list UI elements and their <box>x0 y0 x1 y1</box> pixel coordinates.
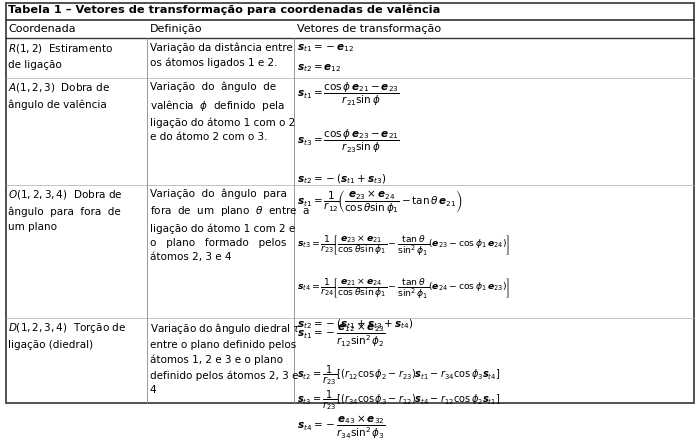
Text: $\boldsymbol{s}_{t4} = \dfrac{1}{r_{24}}\!\left[\dfrac{\boldsymbol{e}_{21}\times: $\boldsymbol{s}_{t4} = \dfrac{1}{r_{24}}… <box>297 276 510 301</box>
Text: $\boldsymbol{s}_{t2} = \dfrac{1}{r_{23}}[(r_{12}\cos\phi_2 - r_{23})\boldsymbol{: $\boldsymbol{s}_{t2} = \dfrac{1}{r_{23}}… <box>297 363 500 387</box>
Text: $\boldsymbol{s}_{t2} = -(\boldsymbol{s}_{t1} + \boldsymbol{s}_{t3})$: $\boldsymbol{s}_{t2} = -(\boldsymbol{s}_… <box>297 172 386 186</box>
FancyBboxPatch shape <box>6 3 694 403</box>
Text: $A(1,2,3)$  Dobra de
ângulo de valência: $A(1,2,3)$ Dobra de ângulo de valência <box>8 81 111 110</box>
Text: Definição: Definição <box>150 24 202 34</box>
Text: $R(1,2)$  Estiramento
de ligação: $R(1,2)$ Estiramento de ligação <box>8 42 113 70</box>
Text: $\boldsymbol{s}_{t3} = \dfrac{1}{r_{23}}\!\left[\dfrac{\boldsymbol{e}_{23}\times: $\boldsymbol{s}_{t3} = \dfrac{1}{r_{23}}… <box>297 233 510 258</box>
Text: Coordenada: Coordenada <box>8 24 76 34</box>
Text: $\boldsymbol{s}_{t2} = \boldsymbol{e}_{12}$: $\boldsymbol{s}_{t2} = \boldsymbol{e}_{1… <box>297 62 341 73</box>
Text: $\boldsymbol{s}_{t1} = \dfrac{\cos\phi\,\boldsymbol{e}_{21} - \boldsymbol{e}_{23: $\boldsymbol{s}_{t1} = \dfrac{\cos\phi\,… <box>297 81 400 109</box>
Text: Vetores de transformação: Vetores de transformação <box>297 24 441 34</box>
Text: $\boldsymbol{s}_{t1} = \dfrac{1}{r_{12}}\!\left(\dfrac{\boldsymbol{e}_{23}\times: $\boldsymbol{s}_{t1} = \dfrac{1}{r_{12}}… <box>297 188 462 216</box>
Text: Variação da distância entre
os átomos ligados 1 e 2.: Variação da distância entre os átomos li… <box>150 42 293 68</box>
Text: Variação  do  ângulo  de
valência  $\phi$  definido  pela
ligação do átomo 1 com: Variação do ângulo de valência $\phi$ de… <box>150 81 295 142</box>
Text: $\boldsymbol{s}_{t1} = -\dfrac{\boldsymbol{e}_{12}\times\boldsymbol{e}_{23}}{r_{: $\boldsymbol{s}_{t1} = -\dfrac{\boldsymb… <box>297 321 386 348</box>
Text: $\boldsymbol{s}_{t3} = \dfrac{1}{r_{23}}[(r_{34}\cos\phi_3 - r_{12})\boldsymbol{: $\boldsymbol{s}_{t3} = \dfrac{1}{r_{23}}… <box>297 388 500 411</box>
Text: $\boldsymbol{s}_{t4} = -\dfrac{\boldsymbol{e}_{43}\times\boldsymbol{e}_{32}}{r_{: $\boldsymbol{s}_{t4} = -\dfrac{\boldsymb… <box>297 413 386 440</box>
Text: $O(1,2,3,4)$  Dobra de
ângulo  para  fora  de
um plano: $O(1,2,3,4)$ Dobra de ângulo para fora d… <box>8 188 123 232</box>
Text: Variação do ângulo diedral $\tau$
entre o plano definido pelos
átomos 1, 2 e 3 e: Variação do ângulo diedral $\tau$ entre … <box>150 321 301 395</box>
Text: Tabela 1 – Vetores de transformação para coordenadas de valência: Tabela 1 – Vetores de transformação para… <box>8 5 441 15</box>
Text: $\boldsymbol{s}_{t2} = -(\boldsymbol{s}_{t1} + \boldsymbol{s}_{t3} + \boldsymbol: $\boldsymbol{s}_{t2} = -(\boldsymbol{s}_… <box>297 318 413 331</box>
Text: $D(1,2,3,4)$  Torção de
ligação (diedral): $D(1,2,3,4)$ Torção de ligação (diedral) <box>8 321 127 349</box>
Text: Variação  do  ângulo  para
fora  de  um  plano  $\theta$  entre  a
ligação do át: Variação do ângulo para fora de um plano… <box>150 188 310 262</box>
Text: $\boldsymbol{s}_{t1} = -\boldsymbol{e}_{12}$: $\boldsymbol{s}_{t1} = -\boldsymbol{e}_{… <box>297 42 354 54</box>
Text: $\boldsymbol{s}_{t3} = \dfrac{\cos\phi\,\boldsymbol{e}_{23} - \boldsymbol{e}_{21: $\boldsymbol{s}_{t3} = \dfrac{\cos\phi\,… <box>297 128 400 155</box>
